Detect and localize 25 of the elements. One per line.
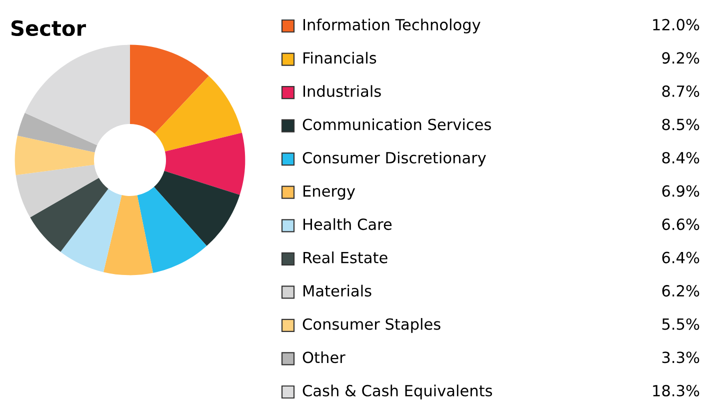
- legend-label: Financials: [304, 52, 376, 64]
- data-label: 5.5%: [662, 318, 700, 330]
- legend-label: Health Care: [304, 218, 392, 230]
- data-label: 9.2%: [662, 52, 700, 64]
- legend-label: Real Estate: [304, 252, 388, 264]
- data-label: 6.9%: [662, 185, 700, 197]
- data-label: 8.4%: [662, 152, 700, 164]
- data-label: 18.3%: [653, 384, 700, 396]
- legend-label: Consumer Discretionary: [302, 152, 486, 166]
- legend-label: Information Technology: [304, 18, 480, 34]
- legend-label: Energy: [304, 185, 356, 200]
- legend-label: Communication Services: [302, 118, 491, 130]
- legend-label: Cash & Cash Equivalents: [302, 384, 492, 400]
- legend-label: Industrials: [304, 85, 381, 97]
- legend-label: Materials: [304, 284, 372, 297]
- legend-label: Consumer Staples: [302, 318, 440, 333]
- data-label: 8.7%: [662, 85, 700, 97]
- data-label: 6.4%: [662, 252, 700, 264]
- data-label: 6.6%: [662, 218, 700, 230]
- data-label: 12.0%: [653, 18, 700, 30]
- data-label: 8.5%: [662, 118, 700, 130]
- data-label: 6.2%: [662, 285, 700, 297]
- legend-label: Other: [302, 351, 346, 364]
- chart-title: Sector: [11, 20, 86, 36]
- data-label: 3.3%: [662, 352, 700, 364]
